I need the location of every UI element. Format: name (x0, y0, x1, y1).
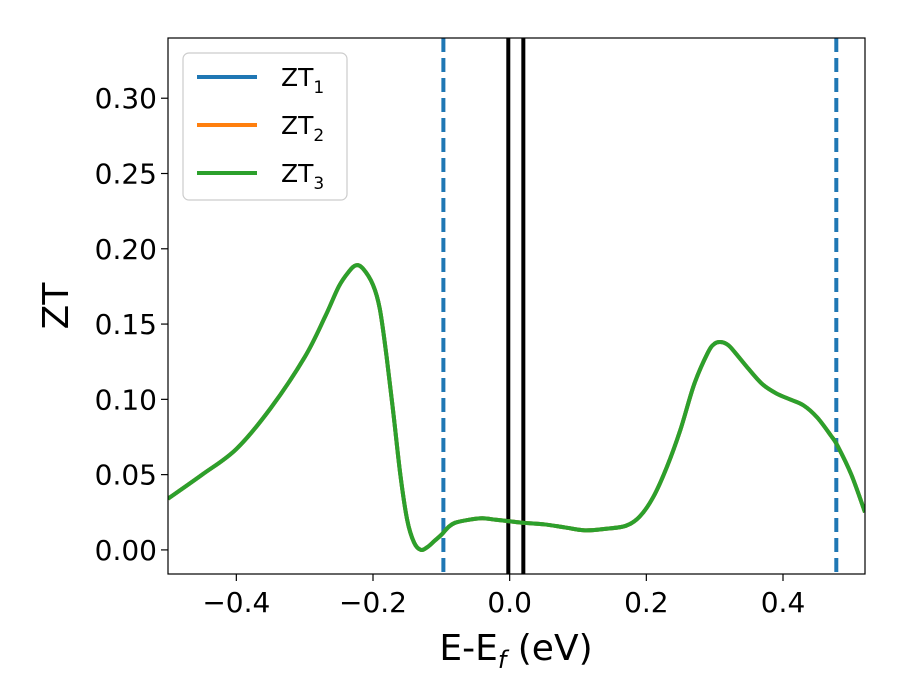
series-layer (168, 263, 865, 553)
y-tick-label: 0.20 (95, 233, 157, 266)
y-tick-label: 0.15 (95, 308, 157, 341)
legend-box (182, 52, 348, 201)
x-tick-label: 0.2 (624, 586, 669, 619)
y-tick-label: 0.30 (95, 82, 157, 115)
legend-label-zt3: ZT3 (281, 159, 324, 194)
y-axis: 0.00 0.05 0.10 0.15 0.20 0.25 0.30 (95, 82, 168, 567)
x-tick-label: −0.2 (339, 586, 407, 619)
y-tick-label: 0.00 (95, 534, 157, 567)
x-axis-label: E-Ef (eV) (439, 628, 592, 674)
x-tick-label: 0.4 (761, 586, 806, 619)
legend-label-zt1: ZT1 (281, 63, 324, 98)
y-tick-label: 0.05 (95, 459, 157, 492)
legend: ZT1 ZT2 ZT3 (182, 52, 348, 201)
y-tick-label: 0.10 (95, 383, 157, 416)
reference-lines (441, 38, 839, 574)
x-tick-label: 0.0 (487, 586, 532, 619)
series-line-zt3 (168, 263, 865, 553)
y-tick-label: 0.25 (95, 158, 157, 191)
legend-label-zt2: ZT2 (281, 111, 324, 146)
plot-frame (167, 37, 866, 575)
y-axis-label: ZT (36, 282, 77, 330)
x-tick-label: −0.4 (202, 586, 270, 619)
x-axis: −0.4 −0.2 0.0 0.2 0.4 (202, 574, 805, 619)
